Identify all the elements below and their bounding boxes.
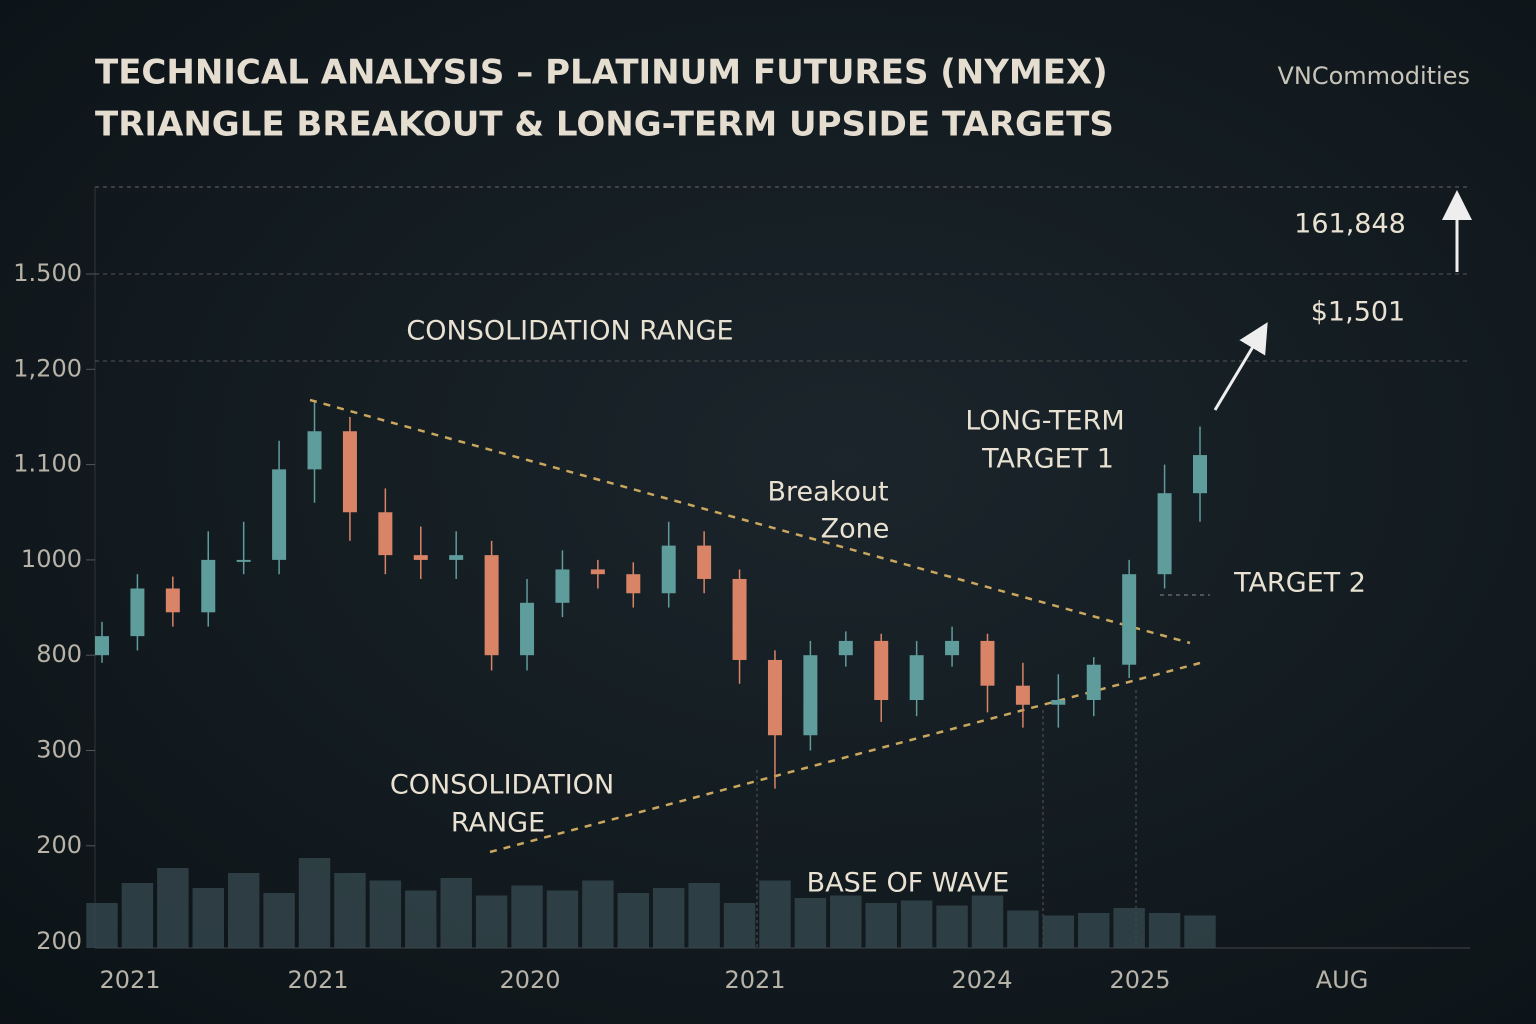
annotation: Zone xyxy=(821,514,890,545)
candle-body xyxy=(413,555,428,560)
volume-bar xyxy=(546,890,579,948)
volume-bar xyxy=(759,880,791,948)
candle-body xyxy=(874,640,889,700)
candle-body xyxy=(626,574,641,594)
title: TECHNICAL ANALYSIS – PLATINUM FUTURES (N… xyxy=(95,53,1108,93)
candle-body xyxy=(342,431,357,513)
annotation: CONSOLIDATION RANGE xyxy=(406,316,733,347)
volume-bar xyxy=(688,883,720,948)
volume-bar xyxy=(794,898,827,948)
candle-body xyxy=(520,602,535,656)
candle-body xyxy=(945,640,960,656)
y-tick-label: 1000 xyxy=(21,545,82,573)
y-tick-label: 300 xyxy=(36,736,82,764)
volume-bar xyxy=(1042,915,1075,948)
y-tick-label: 1.100 xyxy=(13,450,82,478)
candle-body xyxy=(1193,455,1207,494)
x-tick-label: 2021 xyxy=(99,966,160,994)
volume-bar xyxy=(1148,913,1181,948)
volume-bar xyxy=(227,873,260,948)
volume-bar xyxy=(121,883,154,948)
candle-body xyxy=(838,640,853,656)
candle-body xyxy=(378,512,393,556)
candle-body xyxy=(980,640,995,686)
x-tick-label: AUG xyxy=(1316,966,1369,994)
candle-body xyxy=(272,469,287,560)
candle-body xyxy=(1051,699,1066,705)
candle-body xyxy=(95,636,109,656)
candle-body xyxy=(1122,574,1137,665)
candle-body xyxy=(697,545,712,579)
x-tick-label: 2021 xyxy=(724,966,785,994)
volume-bar xyxy=(900,900,933,948)
arrow xyxy=(1213,322,1268,411)
volume-bar xyxy=(334,873,366,948)
candle-body xyxy=(909,655,924,700)
annotation: LONG-TERM xyxy=(965,406,1124,437)
x-tick-label: 2020 xyxy=(499,966,560,994)
volume-bar xyxy=(1078,913,1110,948)
volume-bar xyxy=(405,890,437,948)
candle-body xyxy=(236,559,251,562)
x-tick-label: 2021 xyxy=(287,966,348,994)
volume-bar xyxy=(511,885,543,948)
y-tick-label: 1.500 xyxy=(13,259,82,287)
volume-bar xyxy=(192,888,224,948)
candle-body xyxy=(165,588,180,613)
candle-body xyxy=(449,555,464,560)
x-tick-label: 2025 xyxy=(1109,966,1170,994)
annotation: RANGE xyxy=(451,808,545,839)
volume-bar xyxy=(865,903,897,948)
annotation: Breakout xyxy=(767,477,888,508)
y-tick-label: 200 xyxy=(36,831,82,859)
trend-line xyxy=(309,398,1191,645)
volume-bar xyxy=(440,878,472,948)
volume-bar xyxy=(298,858,331,948)
volume-bar xyxy=(830,895,862,948)
trend-line xyxy=(489,661,1201,854)
candle-body xyxy=(1086,664,1101,700)
volume-bar xyxy=(157,868,189,948)
annotation: 161,848 xyxy=(1294,209,1406,240)
annotation: $1,501 xyxy=(1311,297,1405,328)
volume-bar xyxy=(1113,908,1145,948)
candle-body xyxy=(1157,493,1172,575)
x-tick-label: 2024 xyxy=(951,966,1012,994)
candle-body xyxy=(555,569,570,603)
volume-bar xyxy=(263,893,295,948)
volume-bar xyxy=(1184,915,1216,948)
candle-body xyxy=(201,559,216,613)
volume-bar xyxy=(617,893,649,948)
volume-bar xyxy=(582,880,614,948)
subtitle: TRIANGLE BREAKOUT & LONG-TERM UPSIDE TAR… xyxy=(95,105,1114,145)
volume-tick-label: 200 xyxy=(36,927,82,955)
volume-bar xyxy=(369,880,402,948)
annotation: TARGET 1 xyxy=(981,444,1114,475)
y-tick-label: 1,200 xyxy=(13,354,82,382)
candle-body xyxy=(130,588,145,637)
volume-bar xyxy=(936,905,968,948)
volume-bar xyxy=(653,888,685,948)
volume-bar xyxy=(1007,910,1039,948)
candle-body xyxy=(767,659,782,736)
candle-body xyxy=(1015,685,1030,705)
brand: VNCommodities xyxy=(1277,62,1470,90)
volume-bar xyxy=(475,895,508,948)
candle-body xyxy=(307,431,322,470)
annotation: CONSOLIDATION xyxy=(390,770,614,801)
volume-bar xyxy=(723,903,756,948)
volume-bar xyxy=(86,903,118,948)
y-tick-label: 800 xyxy=(36,640,82,668)
candle-body xyxy=(803,655,818,736)
candle-body xyxy=(484,555,499,656)
candle-body xyxy=(661,545,676,594)
annotation: BASE OF WAVE xyxy=(807,868,1010,899)
candle-body xyxy=(590,569,605,575)
candle-body xyxy=(732,578,747,660)
annotation: TARGET 2 xyxy=(1233,568,1366,599)
volume-bar xyxy=(971,895,1004,948)
